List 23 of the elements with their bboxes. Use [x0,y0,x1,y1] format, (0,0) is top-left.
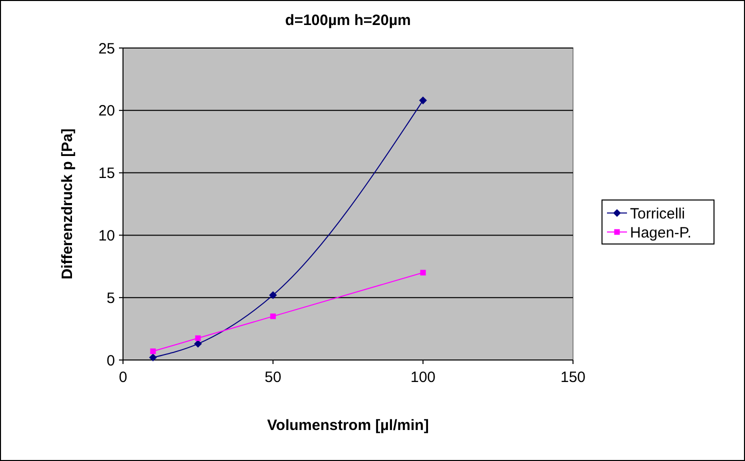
point [150,348,156,354]
legend-label: Torricelli [630,205,686,222]
legend-label: Hagen-P. [630,224,692,242]
y-tick-label: 15 [98,165,115,182]
y-tick-label: 25 [98,40,115,58]
point [194,340,202,348]
x-tick-label: 50 [264,369,282,386]
point [269,291,277,299]
y-tick-label: 10 [98,227,115,244]
point [420,270,426,276]
point [419,96,427,104]
x-tick-label: 0 [118,369,128,386]
point [270,314,276,320]
point [149,354,157,362]
chart-title: d=100µm h=20µm [285,12,411,29]
x-tick-label: 150 [560,369,586,386]
y-tick-label: 20 [98,102,115,120]
x-axis-title: Volumenstrom [µl/min] [267,417,429,434]
point [195,335,201,341]
y-tick-label: 0 [106,352,115,370]
y-axis-title: Differenzdruck p [Pa] [59,128,76,280]
y-tick-label: 5 [106,290,115,307]
x-tick-label: 100 [410,369,436,386]
